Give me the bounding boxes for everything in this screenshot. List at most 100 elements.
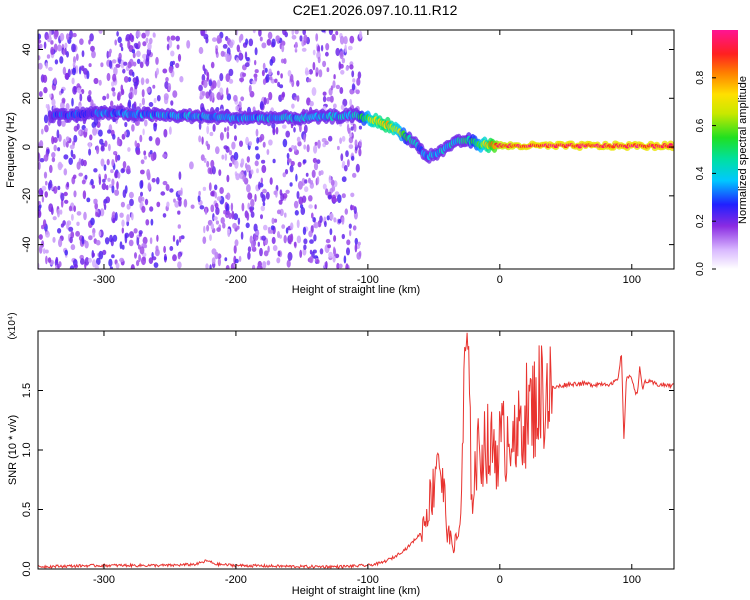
spectral-point	[59, 32, 65, 42]
spectral-point	[262, 201, 266, 207]
spectral-point	[169, 246, 174, 251]
spectral-point	[92, 259, 97, 268]
spectral-point	[351, 70, 355, 78]
spectral-point	[148, 136, 153, 142]
spectral-point	[354, 243, 358, 253]
bottom-x-axis: -300 -200 -100 0 100	[93, 331, 641, 586]
spectral-point	[60, 192, 65, 202]
spectral-point	[179, 76, 184, 83]
spectral-point	[146, 168, 151, 178]
spectral-point	[148, 102, 154, 107]
y-tick-label: 40	[21, 43, 33, 55]
spectral-point	[226, 126, 230, 132]
spectral-point	[313, 144, 318, 154]
spectral-point	[258, 30, 262, 37]
spectral-point	[111, 59, 117, 64]
spectral-point	[239, 140, 243, 147]
spectral-point	[38, 91, 43, 97]
spectral-point	[111, 87, 116, 92]
spectral-point	[230, 202, 234, 212]
spectral-point	[45, 255, 48, 265]
spectral-point	[114, 171, 119, 179]
spectral-point	[343, 255, 347, 264]
colorbar-tick-label: 0.2	[695, 214, 706, 228]
spectral-point	[275, 126, 279, 135]
x-tick-label: -100	[357, 274, 379, 286]
spectral-point	[90, 99, 94, 109]
spectral-point	[234, 160, 239, 169]
spectral-point	[57, 118, 62, 127]
spectral-point	[273, 190, 277, 195]
spectral-point	[65, 136, 70, 142]
spectral-point	[139, 180, 143, 189]
spectral-point	[219, 73, 224, 82]
spectral-point	[100, 145, 105, 152]
spectral-point	[120, 46, 124, 52]
spectral-point	[277, 250, 281, 257]
spectral-point	[300, 207, 306, 215]
spectral-point	[111, 211, 116, 220]
spectral-point	[135, 149, 141, 156]
spectral-point	[135, 30, 141, 38]
spectral-point	[315, 33, 319, 42]
spectral-point	[84, 174, 88, 180]
spectral-point	[44, 249, 49, 254]
spectral-point	[150, 153, 156, 162]
spectral-point	[269, 58, 274, 66]
spectral-point	[267, 245, 270, 253]
spectral-point	[200, 154, 205, 162]
spectral-point	[342, 98, 348, 107]
spectral-point	[38, 55, 41, 61]
spectral-point	[116, 181, 119, 190]
spectral-point	[252, 264, 256, 269]
spectral-point	[336, 262, 340, 269]
spectral-point	[189, 161, 194, 170]
spectral-point	[291, 35, 297, 40]
spectral-point	[56, 129, 60, 139]
spectral-point	[294, 96, 297, 101]
spectral-point	[45, 104, 49, 109]
spectral-point	[266, 97, 270, 105]
spectral-point	[96, 257, 101, 266]
spectral-point	[296, 95, 300, 102]
spectral-point	[293, 145, 297, 152]
spectral-point	[308, 195, 313, 202]
spectral-point	[121, 219, 125, 227]
spectral-point	[248, 38, 254, 47]
spectral-point	[81, 50, 85, 58]
spectral-point	[259, 133, 265, 141]
spectral-point	[132, 71, 135, 78]
spectral-point	[233, 245, 237, 254]
spectral-point	[166, 43, 170, 51]
spectral-point	[210, 204, 215, 213]
spectral-point	[43, 86, 48, 94]
spectral-point	[149, 37, 153, 45]
spectral-point	[155, 56, 159, 65]
spectral-point	[300, 204, 304, 209]
spectral-point	[53, 77, 57, 85]
spectral-point	[38, 33, 42, 40]
spectral-point	[291, 103, 295, 109]
spectral-point	[332, 198, 338, 203]
spectral-point	[66, 51, 69, 58]
spectral-point	[166, 201, 170, 208]
spectral-point	[111, 254, 115, 259]
spectral-point	[52, 236, 56, 243]
spectral-point	[234, 135, 237, 142]
spectral-point	[302, 226, 307, 236]
spectral-point	[163, 128, 168, 138]
spectral-point	[279, 84, 284, 89]
spectral-point	[250, 169, 254, 175]
spectral-point	[53, 185, 58, 194]
spectral-point	[38, 153, 41, 162]
spectral-point	[72, 67, 76, 76]
spectral-point	[142, 128, 145, 136]
spectral-point	[327, 244, 331, 249]
spectral-point	[55, 256, 59, 264]
spectral-point	[259, 36, 263, 42]
spectral-point	[265, 191, 270, 200]
spectral-point	[333, 103, 337, 109]
spectral-point	[125, 34, 131, 42]
spectral-point	[297, 161, 302, 168]
spectral-point	[267, 31, 273, 40]
